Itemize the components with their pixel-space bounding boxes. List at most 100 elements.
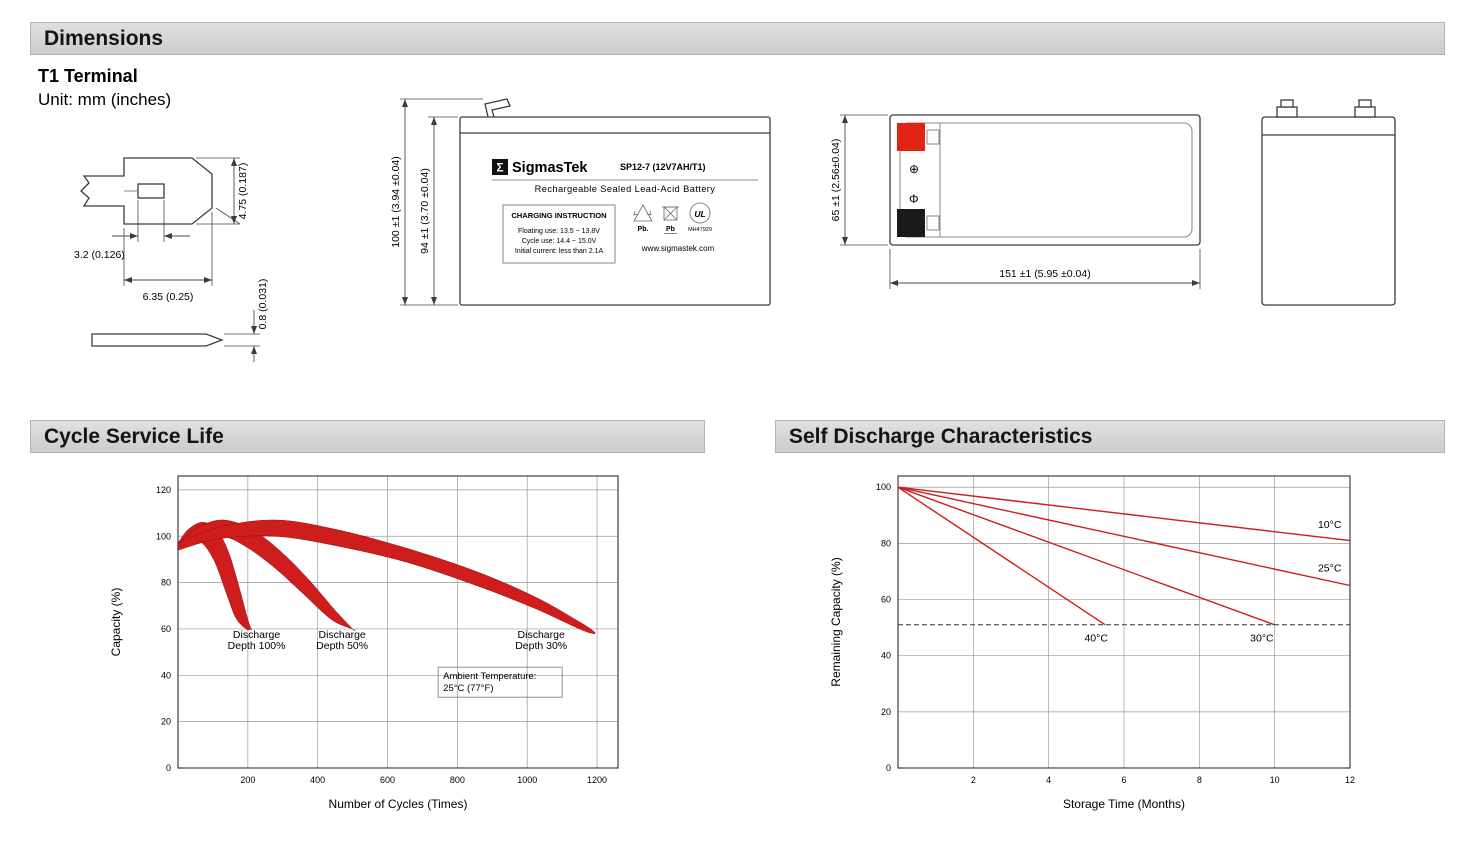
battery-case-top xyxy=(889,114,1201,246)
battery-case-side xyxy=(1261,116,1396,306)
x-tick-label: 8 xyxy=(1197,775,1202,785)
band-label: Depth 30% xyxy=(515,640,567,652)
brand-name: SigmasTek xyxy=(512,160,588,176)
x-tick-label: 1000 xyxy=(517,775,537,785)
battery-type-line: Rechargeable Sealed Lead-Acid Battery xyxy=(535,184,716,194)
battery-side-view xyxy=(1261,99,1396,306)
series-line xyxy=(897,486,1106,626)
series-line xyxy=(897,486,1275,626)
y-tick-label: 100 xyxy=(876,482,891,492)
section-header-self-discharge: Self Discharge Characteristics xyxy=(775,420,1445,453)
y-tick-label: 80 xyxy=(161,578,171,588)
positive-terminal xyxy=(897,123,925,151)
annotation-text: Ambient Temperature: xyxy=(443,671,536,682)
dim-overall-height: 100 ±1 (3.94 ±0.04) xyxy=(390,156,402,248)
charging-instruction-title: CHARGING INSTRUCTION xyxy=(511,211,606,220)
y-tick-label: 100 xyxy=(156,531,171,541)
annotation-text: 25°C (77°F) xyxy=(443,683,493,694)
t1-terminal-drawing: 4.75 (0.187) 3.2 (0.126) 6.35 (0.25) 0.8… xyxy=(74,157,269,362)
y-tick-label: 60 xyxy=(161,624,171,634)
terminal-side-left xyxy=(1276,99,1298,118)
band-label: Discharge xyxy=(518,629,565,641)
dim-terminal-thickness: 0.8 (0.031) xyxy=(257,279,269,330)
website-text: www.sigmastek.com xyxy=(641,244,715,253)
x-tick-label: 600 xyxy=(380,775,395,785)
charging-line-floating: Floating use: 13.5 ~ 13.8V xyxy=(518,228,600,235)
section-header-cycle-service-life: Cycle Service Life xyxy=(30,420,705,453)
terminal-tab-front xyxy=(484,98,511,118)
plot-border xyxy=(177,475,619,769)
y-tick-label: 0 xyxy=(886,763,891,773)
recycle-pb-label: Pb. xyxy=(638,226,649,233)
recycle-pb-icon xyxy=(633,204,653,222)
ul-mark-text: UL xyxy=(694,209,705,219)
y-tick-label: 20 xyxy=(161,717,171,727)
positive-connector xyxy=(926,129,940,145)
battery-top-view: ⊕ Φ 65 ±1 (2.56±0.04) 151 ±1 (5.95 ±0.04… xyxy=(830,114,1201,289)
pb-bin-icon xyxy=(662,206,679,221)
series-line xyxy=(897,486,1351,587)
dim-terminal-slot-width: 3.2 (0.126) xyxy=(74,249,125,261)
y-tick-label: 40 xyxy=(161,670,171,680)
x-tick-label: 10 xyxy=(1270,775,1280,785)
x-tick-label: 6 xyxy=(1121,775,1126,785)
dim-terminal-height: 4.75 (0.187) xyxy=(237,163,249,220)
logo-glyph: Σ xyxy=(496,161,503,175)
negative-terminal xyxy=(897,209,925,237)
terminal-blade xyxy=(91,333,224,347)
y-axis-label: Capacity (%) xyxy=(109,588,123,657)
y-axis-label: Remaining Capacity (%) xyxy=(829,557,843,686)
y-tick-label: 40 xyxy=(881,651,891,661)
series-label: 40°C xyxy=(1084,633,1108,645)
annotation-box xyxy=(437,666,563,698)
bin-pb-label: Pb xyxy=(666,226,675,233)
sigmastek-logo-icon xyxy=(492,159,508,175)
self-discharge-chart: 0 20 40 60 80 100 2 4 6 8 10 12 10°C 25°C 30°C 40°C Rema… xyxy=(829,475,1355,811)
band-label: Depth 100% xyxy=(228,640,286,652)
section-header-dimensions: Dimensions xyxy=(30,22,1445,55)
section-title-self-discharge: Self Discharge Characteristics xyxy=(789,424,1093,448)
band-label: Discharge xyxy=(233,629,280,641)
x-tick-label: 400 xyxy=(310,775,325,785)
y-tick-label: 20 xyxy=(881,707,891,717)
dim-case-height: 94 ±1 (3.70 ±0.04) xyxy=(419,168,431,254)
x-tick-label: 800 xyxy=(450,775,465,785)
y-tick-label: 80 xyxy=(881,538,891,548)
battery-front-view: 100 ±1 (3.94 ±0.04) 94 ±1 (3.70 ±0.04) Σ… xyxy=(390,98,771,306)
polarity-positive-symbol: ⊕ xyxy=(909,162,919,176)
terminal-profile-outline xyxy=(80,157,213,225)
plot-border xyxy=(897,475,1351,769)
y-tick-label: 60 xyxy=(881,595,891,605)
cycle-service-life-chart: 0 20 40 60 80 100 120 200 400 600 800 1000 1200 Disch… xyxy=(109,475,619,811)
charging-line-cycle: Cycle use: 14.4 ~ 15.0V xyxy=(522,238,597,245)
section-title-dimensions: Dimensions xyxy=(44,26,164,50)
x-tick-label: 200 xyxy=(240,775,255,785)
section-title-cycle: Cycle Service Life xyxy=(44,424,224,448)
polarity-negative-symbol: Φ xyxy=(909,192,919,206)
series-label: 10°C xyxy=(1318,519,1342,531)
series-label: 30°C xyxy=(1250,633,1274,645)
ul-file-number: MH47929 xyxy=(688,227,712,233)
band-label: Discharge xyxy=(318,629,365,641)
series-line xyxy=(897,486,1351,542)
x-axis-label: Number of Cycles (Times) xyxy=(329,797,468,811)
x-tick-label: 1200 xyxy=(587,775,607,785)
x-tick-label: 4 xyxy=(1046,775,1051,785)
terminal-type-title: T1 Terminal xyxy=(38,66,138,86)
charging-line-initial: Initial current: less than 2.1A xyxy=(515,248,604,255)
negative-connector xyxy=(926,215,940,231)
dim-depth: 65 ±1 (2.56±0.04) xyxy=(830,139,842,222)
unit-label: Unit: mm (inches) xyxy=(38,90,172,109)
ul-logo-icon xyxy=(689,202,711,224)
dim-terminal-tab-width: 6.35 (0.25) xyxy=(143,291,194,303)
band-label: Depth 50% xyxy=(316,640,368,652)
dim-length: 151 ±1 (5.95 ±0.04) xyxy=(999,268,1091,280)
x-axis-label: Storage Time (Months) xyxy=(1063,797,1185,811)
y-tick-label: 0 xyxy=(166,763,171,773)
y-tick-label: 120 xyxy=(156,485,171,495)
x-tick-label: 2 xyxy=(971,775,976,785)
terminal-side-right xyxy=(1354,99,1376,118)
model-number: SP12-7 (12V7AH/T1) xyxy=(620,162,706,172)
x-tick-label: 12 xyxy=(1345,775,1355,785)
series-label: 25°C xyxy=(1318,562,1342,574)
